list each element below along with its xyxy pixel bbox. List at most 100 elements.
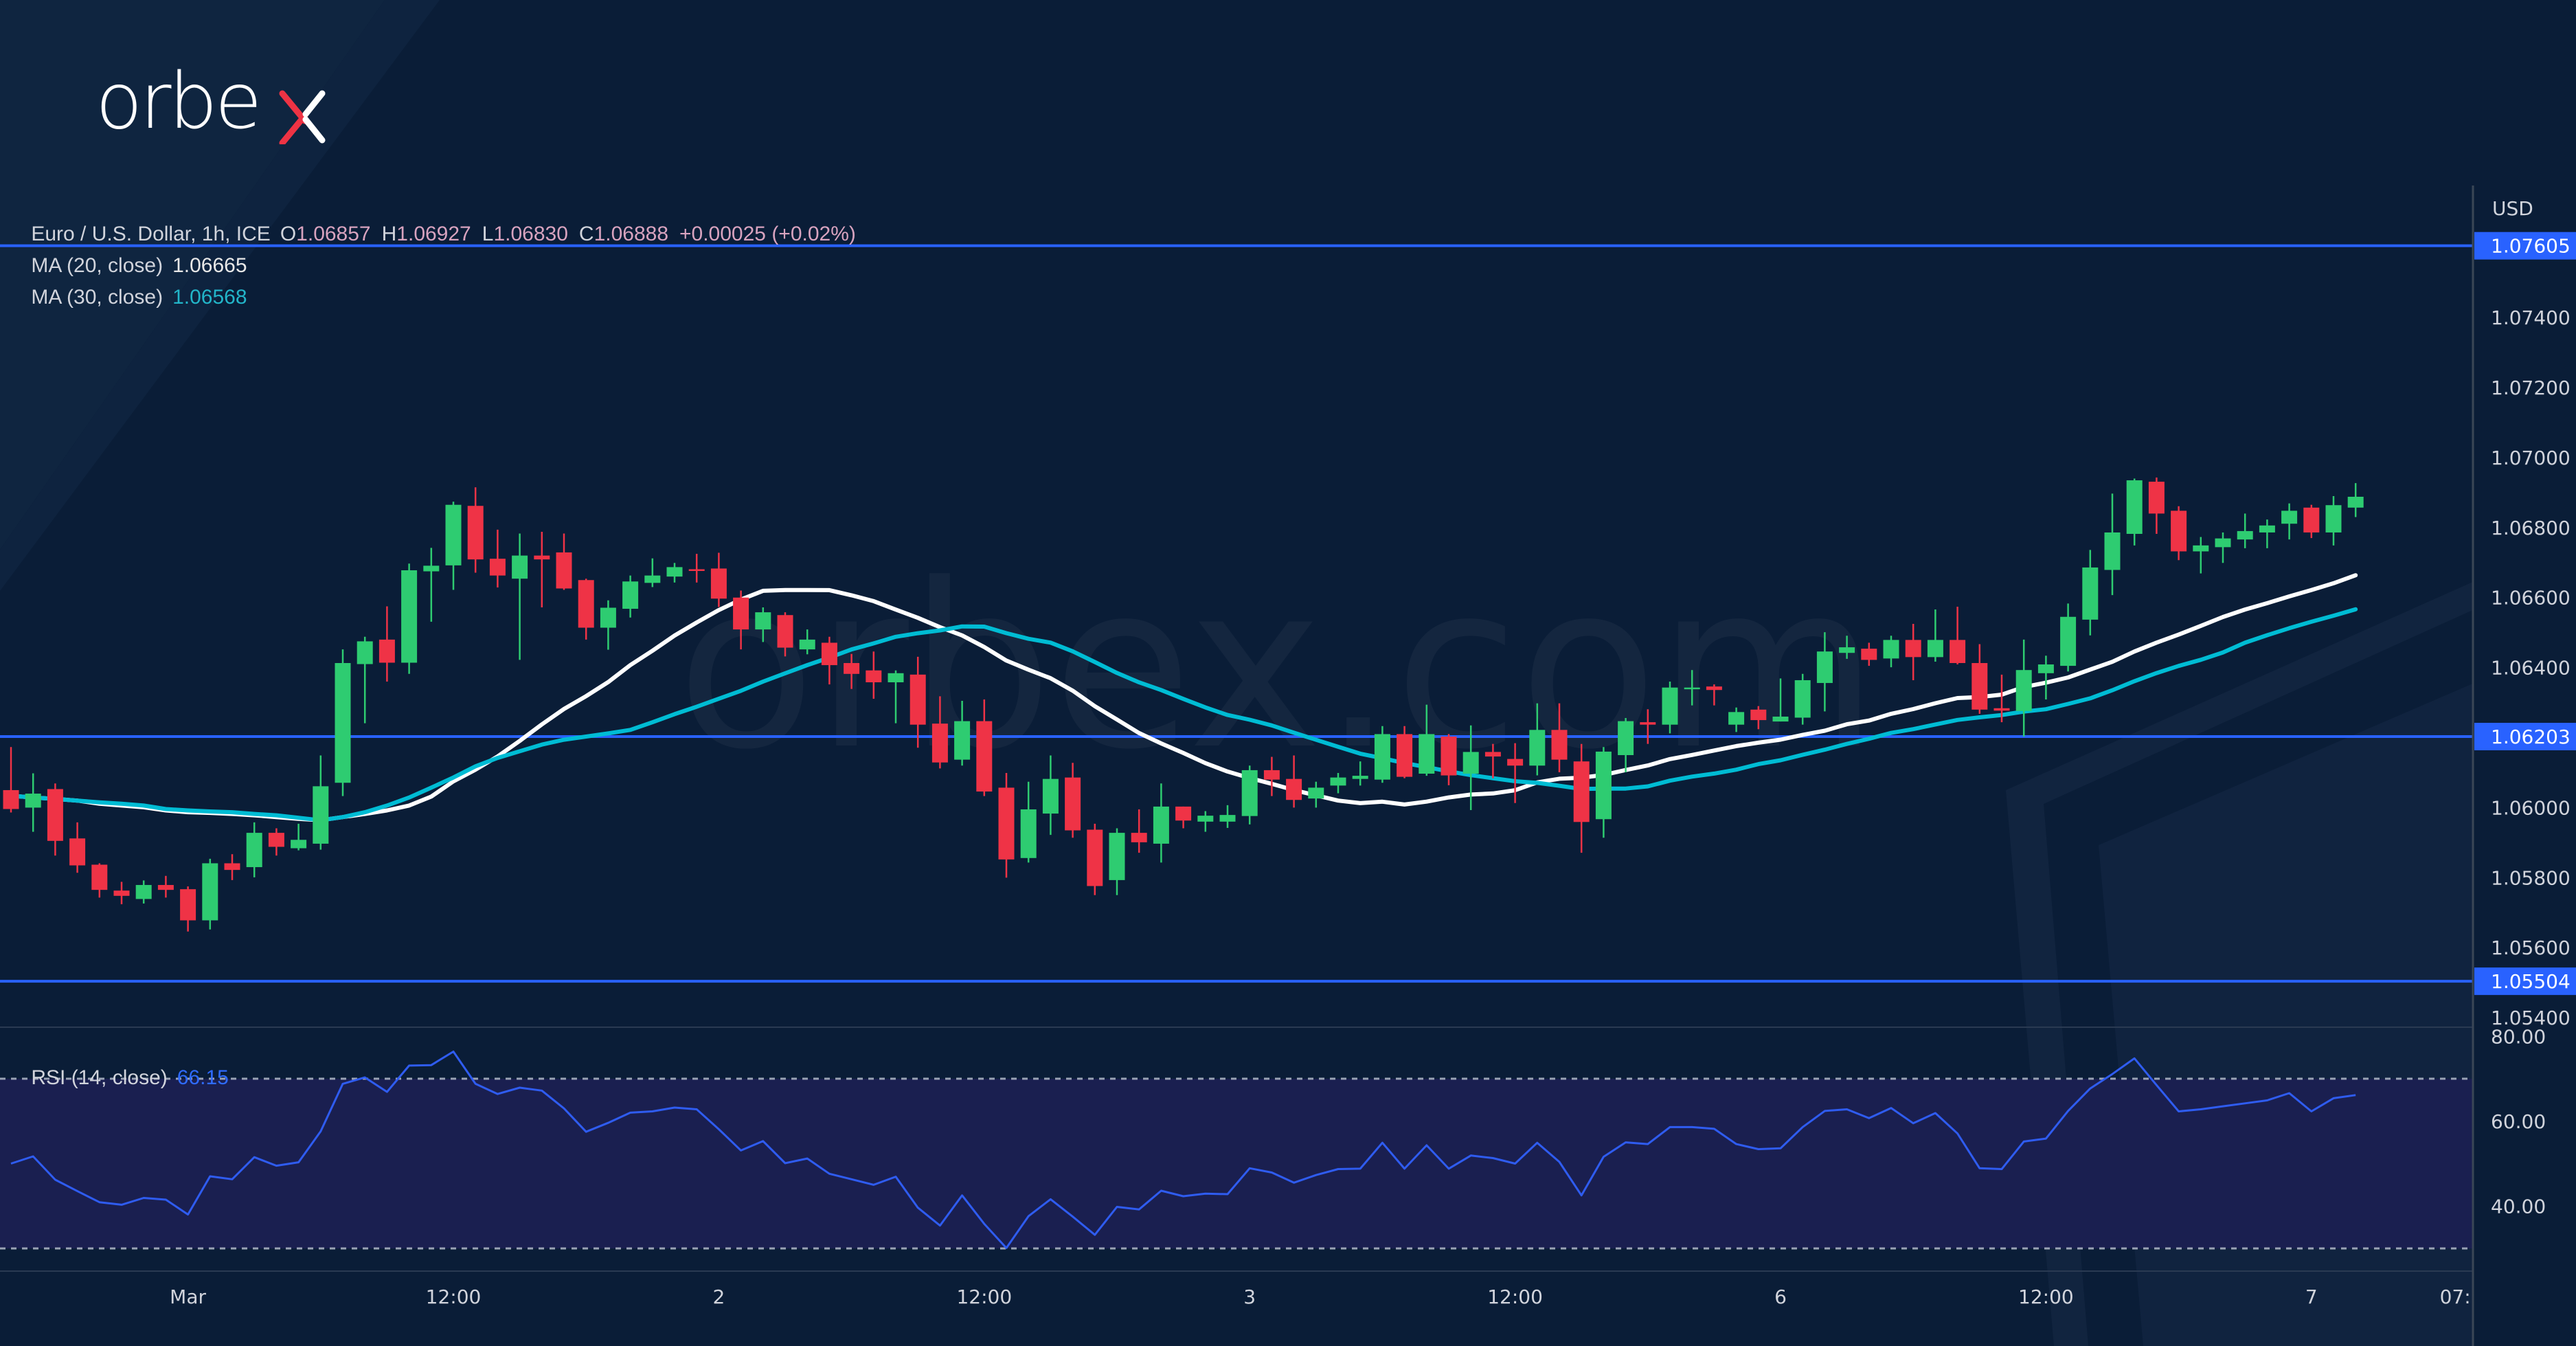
candle-bearish bbox=[1397, 726, 1413, 778]
ma20-label: MA (20, close) bbox=[31, 254, 163, 277]
candle-body bbox=[246, 833, 262, 868]
candle-bearish bbox=[1131, 809, 1147, 853]
change-value: +0.00025 (+0.02%) bbox=[679, 223, 856, 245]
candle-body bbox=[2126, 480, 2143, 534]
candle-bearish bbox=[379, 606, 395, 682]
candle-body bbox=[25, 794, 41, 808]
candle-bullish bbox=[1728, 707, 1745, 732]
level-price-label: 1.06203 bbox=[2491, 726, 2571, 748]
candle-bullish bbox=[423, 548, 440, 622]
close-label: C bbox=[578, 223, 594, 245]
candle-body bbox=[1020, 809, 1037, 858]
candle-bearish bbox=[1950, 606, 1966, 665]
candle-body bbox=[1950, 640, 1966, 664]
candle-body bbox=[445, 504, 462, 565]
candle-bullish bbox=[2215, 532, 2231, 563]
candle-body bbox=[2082, 567, 2099, 620]
candle-bearish bbox=[777, 612, 793, 657]
candle-bearish bbox=[1551, 703, 1568, 772]
candle-bearish bbox=[47, 783, 63, 856]
candle-body bbox=[1529, 730, 1546, 766]
ma20-legend[interactable]: MA (20, close) 1.06665 bbox=[8, 231, 257, 301]
candle-body bbox=[2015, 670, 2032, 711]
candle-bullish bbox=[1794, 673, 1811, 725]
candle-bullish bbox=[1927, 609, 1943, 662]
candle-body bbox=[844, 663, 860, 674]
candle-body bbox=[2171, 511, 2187, 552]
candle-bearish bbox=[69, 822, 86, 873]
candle-body bbox=[401, 570, 418, 663]
open-label: O bbox=[280, 223, 297, 245]
candle-bullish bbox=[2126, 478, 2143, 546]
low-value: 1.06830 bbox=[493, 223, 568, 245]
axis-corner bbox=[2474, 1272, 2576, 1346]
candle-bullish bbox=[291, 823, 307, 851]
candle-body bbox=[821, 642, 837, 666]
axes[interactable]: USD 1.07400 1.07200 1.07000 1.06800 1.06600 1.… bbox=[170, 0, 2576, 1346]
candle-body bbox=[1042, 778, 1059, 814]
candle-body bbox=[69, 838, 86, 866]
rsi-line bbox=[10, 1051, 2356, 1249]
candle-bullish bbox=[1153, 783, 1169, 863]
candle-bullish bbox=[2347, 483, 2364, 517]
candle-body bbox=[1219, 815, 1236, 822]
candle-body bbox=[1263, 770, 1280, 780]
ma30-legend[interactable]: MA (30, close) 1.06568 bbox=[8, 262, 257, 333]
ma20-line bbox=[9, 573, 2358, 822]
candle-body bbox=[467, 506, 484, 560]
symbol-title[interactable]: Euro / U.S. Dollar, 1h, ICE bbox=[31, 223, 271, 245]
candle-body bbox=[1993, 708, 2010, 711]
time-tick-label: 3 bbox=[1243, 1286, 1256, 1308]
rsi-value: 66.15 bbox=[177, 1066, 229, 1089]
candle-body bbox=[931, 724, 948, 763]
candle-bearish bbox=[1507, 743, 1524, 803]
candle-bullish bbox=[1042, 755, 1059, 835]
candle-bearish bbox=[931, 696, 948, 769]
candle-bullish bbox=[2193, 537, 2209, 574]
rsi-legend[interactable]: RSI (14, close) 66.15 bbox=[8, 1043, 238, 1113]
ma30-label: MA (30, close) bbox=[31, 286, 163, 309]
candle-bearish bbox=[268, 828, 284, 856]
price-tick-label: 1.05600 bbox=[2491, 936, 2571, 959]
price-axis-background[interactable] bbox=[2473, 0, 2576, 1346]
candle-body bbox=[909, 674, 926, 725]
level-price-tag[interactable] bbox=[2474, 232, 2576, 260]
close-value: 1.06888 bbox=[594, 223, 669, 245]
price-tick-label: 1.07400 bbox=[2491, 306, 2571, 329]
candle-bearish bbox=[3, 747, 19, 813]
ma30-line bbox=[9, 607, 2358, 822]
candle-bearish bbox=[2171, 506, 2187, 561]
level-price-label: 1.07605 bbox=[2491, 235, 2571, 258]
horizontal-lines[interactable] bbox=[0, 244, 2473, 983]
candle-body bbox=[1684, 687, 1700, 690]
candle-bullish bbox=[445, 502, 462, 590]
candle-body bbox=[998, 787, 1015, 860]
candle-body bbox=[1551, 730, 1568, 760]
candle-body bbox=[2037, 664, 2054, 673]
candle-bearish bbox=[1263, 756, 1280, 796]
logo-x-mark bbox=[279, 90, 326, 144]
level-price-tag[interactable] bbox=[2474, 723, 2576, 750]
candle-bullish bbox=[1419, 704, 1435, 776]
candle-bearish bbox=[710, 552, 727, 607]
candle-body bbox=[2237, 530, 2253, 540]
candle-bullish bbox=[2325, 495, 2342, 546]
price-tick-label: 1.06800 bbox=[2491, 517, 2571, 539]
candle-bearish bbox=[1993, 674, 2010, 723]
candle-bearish bbox=[578, 579, 594, 640]
candle-body bbox=[379, 639, 395, 663]
candle-bullish bbox=[2015, 639, 2032, 737]
candle-body bbox=[1484, 752, 1501, 757]
candle-body bbox=[733, 597, 749, 630]
high-value: 1.06927 bbox=[396, 223, 471, 245]
candle-bullish bbox=[135, 880, 152, 904]
candle-body bbox=[1971, 663, 1988, 710]
candle-bearish bbox=[1440, 734, 1457, 785]
candle-body bbox=[600, 607, 616, 628]
price-tick-label: 1.06000 bbox=[2491, 796, 2571, 819]
candle-body bbox=[1750, 709, 1767, 721]
rsi-tick-label: 80.00 bbox=[2491, 1025, 2546, 1048]
level-price-tag[interactable] bbox=[2474, 967, 2576, 996]
